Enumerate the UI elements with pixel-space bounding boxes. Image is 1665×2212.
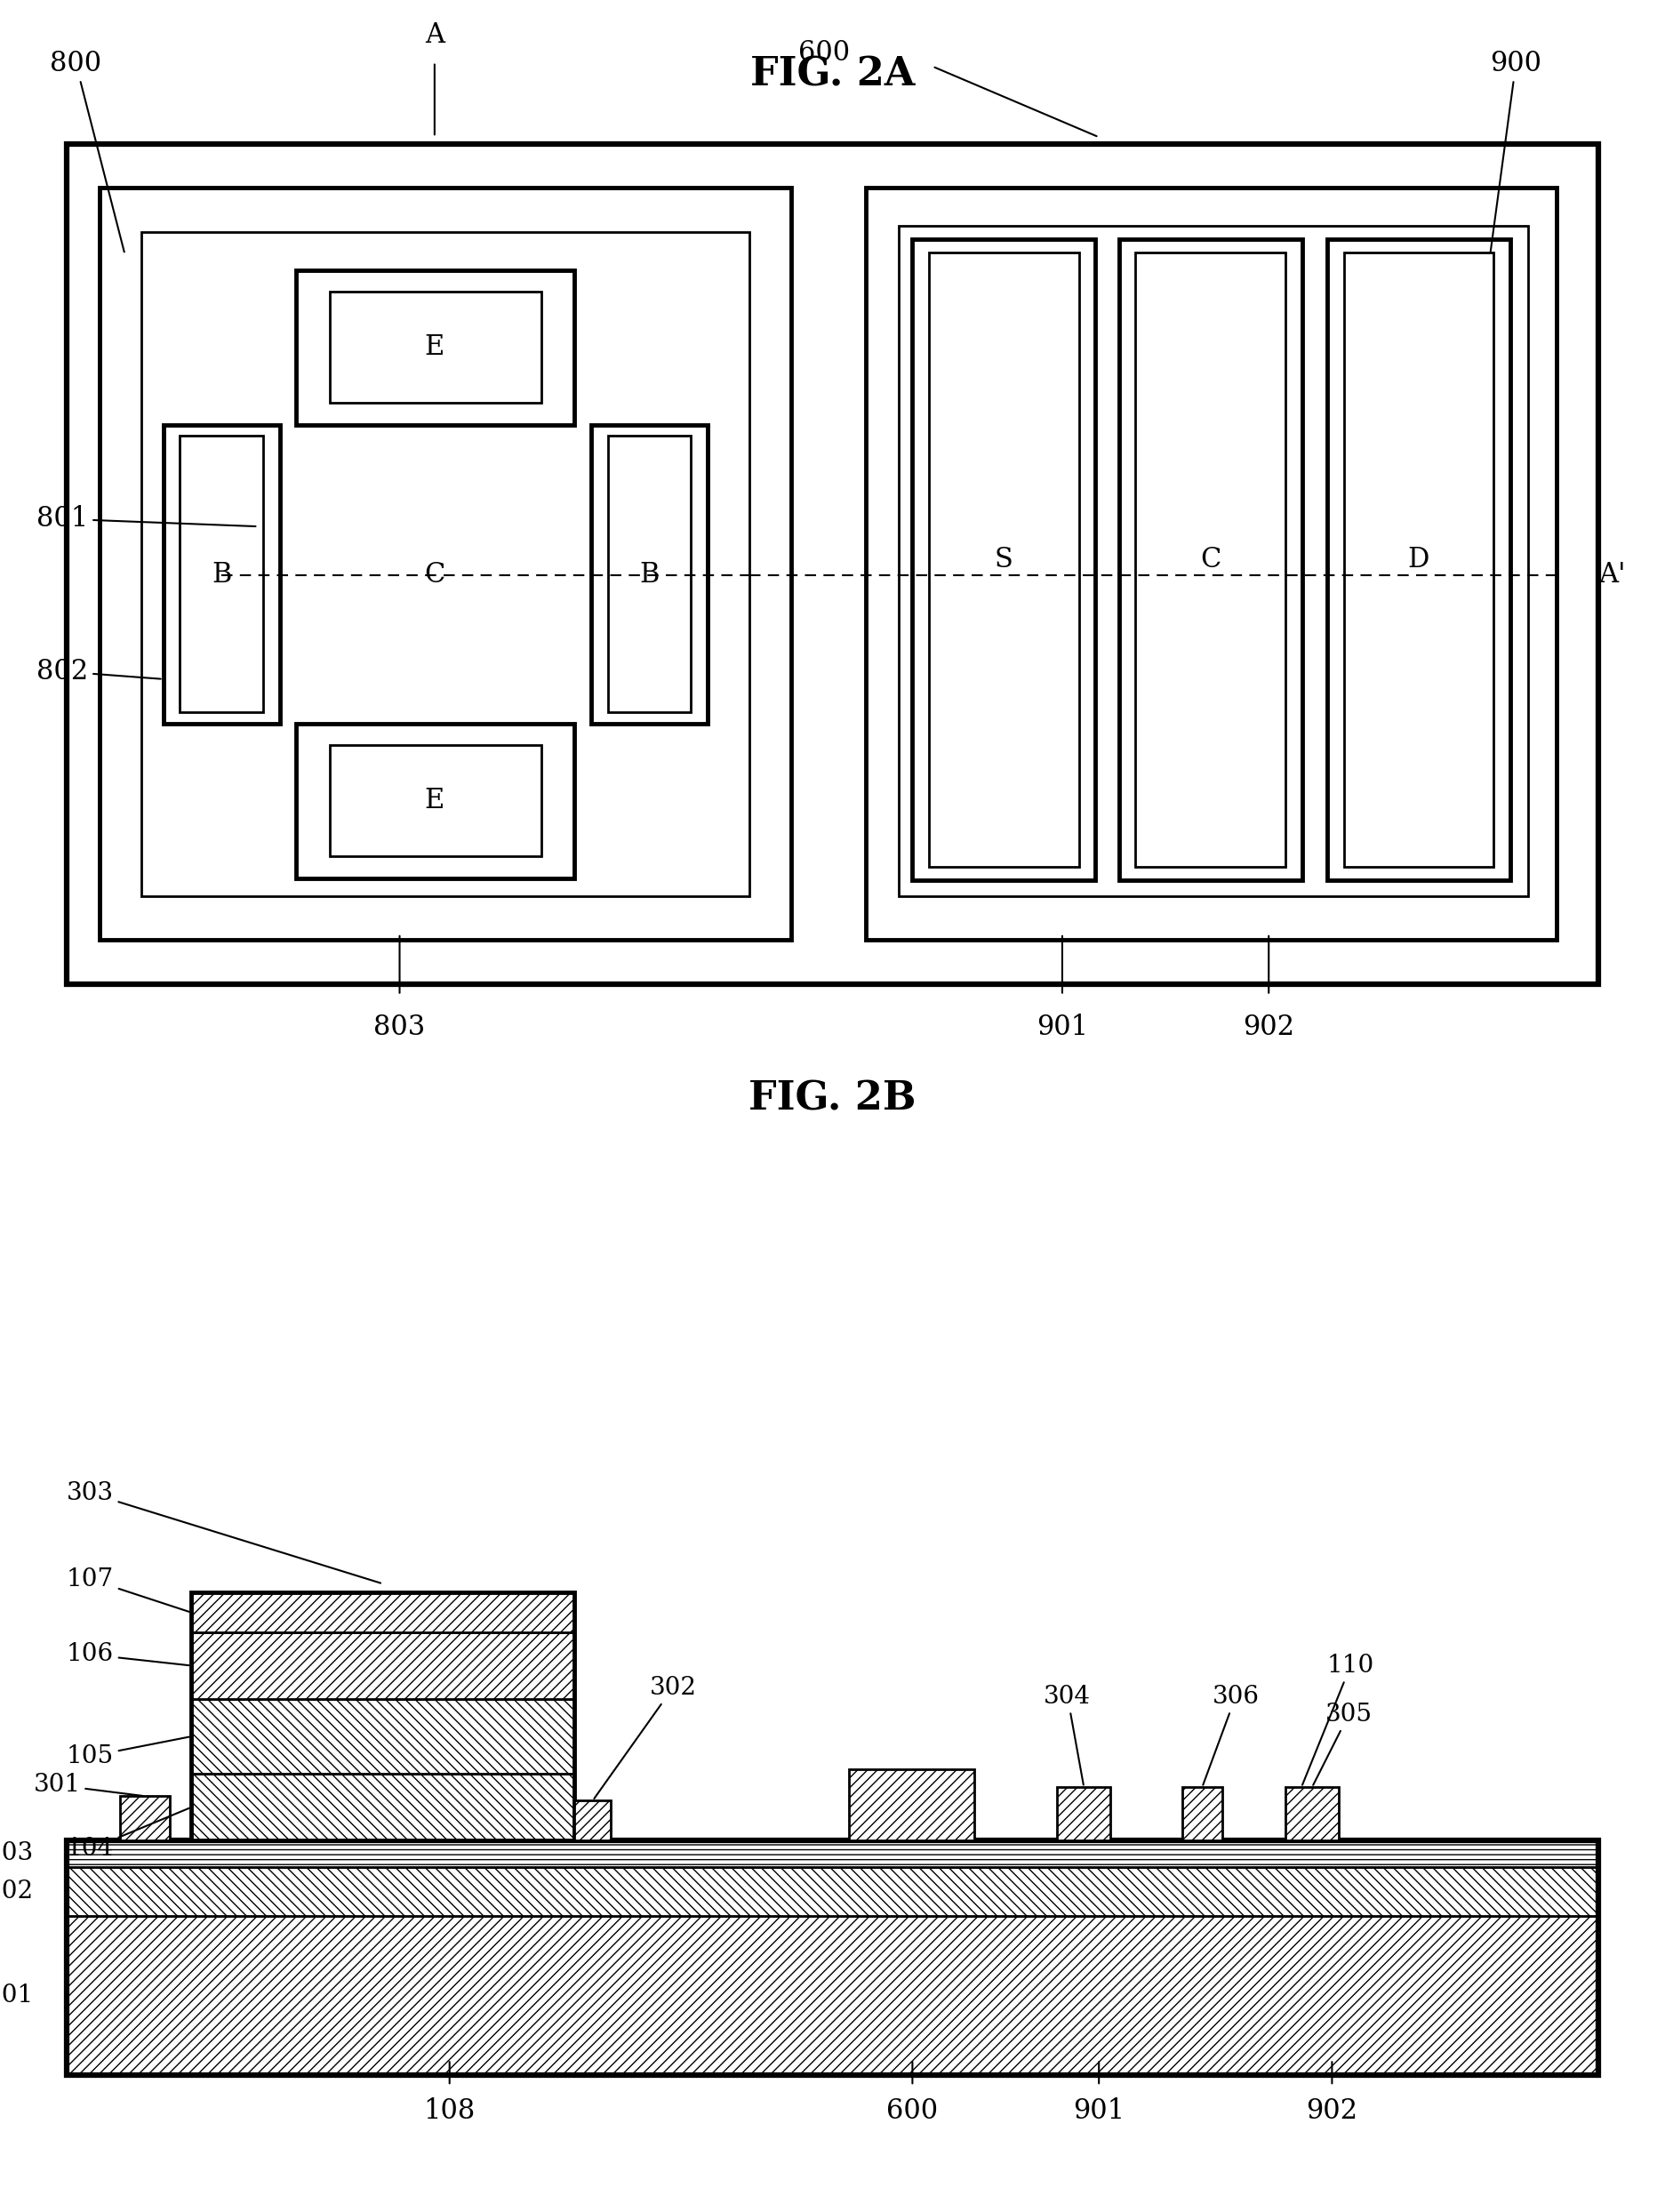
Bar (1182, 1787, 1222, 1840)
Text: 304: 304 (1044, 1686, 1091, 1785)
Text: 102: 102 (0, 1880, 33, 1902)
Bar (608, 436, 691, 712)
Bar (899, 226, 1528, 896)
Bar (1057, 1787, 1111, 1840)
Text: 800: 800 (50, 49, 125, 252)
Bar (142, 232, 749, 896)
Text: 901: 901 (1072, 2097, 1126, 2124)
Bar (912, 239, 1096, 880)
Bar (163, 425, 280, 723)
Text: C: C (1200, 546, 1220, 573)
Bar (191, 1699, 574, 1774)
Text: 902: 902 (1242, 1013, 1295, 1040)
Text: FIG. 2A: FIG. 2A (751, 55, 914, 93)
Text: 305: 305 (1314, 1703, 1372, 1785)
Bar (180, 436, 263, 712)
Text: 301: 301 (33, 1774, 143, 1796)
Bar (296, 270, 574, 425)
Text: A': A' (1598, 562, 1625, 588)
Bar (191, 1593, 574, 1840)
Text: 303: 303 (67, 1482, 381, 1584)
Bar (1119, 239, 1302, 880)
Text: FIG. 2B: FIG. 2B (749, 1079, 916, 1117)
Text: 900: 900 (1490, 49, 1542, 252)
Bar (1136, 252, 1285, 867)
Text: 106: 106 (67, 1644, 190, 1666)
Bar (100, 188, 791, 940)
Text: 600: 600 (886, 2097, 939, 2124)
Text: 110: 110 (1302, 1655, 1374, 1785)
Bar (1327, 239, 1510, 880)
Text: 802: 802 (37, 657, 162, 686)
Bar (191, 1774, 574, 1840)
Text: E: E (425, 787, 445, 814)
Bar (120, 1796, 170, 1840)
Bar (330, 292, 541, 403)
Bar (67, 1840, 1598, 1867)
Text: C: C (425, 562, 445, 588)
Text: 103: 103 (0, 1843, 33, 1865)
Bar (191, 1593, 574, 1632)
Text: 306: 306 (1204, 1686, 1259, 1785)
Text: D: D (1407, 546, 1430, 573)
Text: 600: 600 (798, 40, 851, 66)
Bar (330, 745, 541, 856)
Text: 108: 108 (423, 2097, 476, 2124)
Text: 902: 902 (1305, 2097, 1359, 2124)
Text: B: B (639, 562, 659, 588)
Text: 801: 801 (37, 504, 256, 533)
Bar (849, 1770, 974, 1840)
Bar (67, 1840, 1598, 2075)
Bar (296, 723, 574, 878)
Text: 101: 101 (0, 1984, 33, 2006)
Text: B: B (211, 562, 231, 588)
Bar (1285, 1787, 1339, 1840)
Bar (67, 1867, 1598, 1916)
Text: 107: 107 (67, 1568, 190, 1613)
Bar (67, 1916, 1598, 2075)
Bar (574, 1801, 611, 1840)
Bar (591, 425, 708, 723)
Bar (191, 1632, 574, 1699)
Bar (866, 188, 1557, 940)
Text: E: E (425, 334, 445, 361)
Text: A: A (425, 22, 445, 49)
Bar (929, 252, 1079, 867)
Text: 901: 901 (1036, 1013, 1089, 1040)
Bar (67, 144, 1598, 984)
Text: 302: 302 (594, 1677, 696, 1798)
Bar (1344, 252, 1494, 867)
Text: 803: 803 (373, 1013, 426, 1040)
Text: S: S (994, 546, 1014, 573)
Text: 105: 105 (67, 1736, 190, 1767)
Text: 104: 104 (67, 1807, 190, 1860)
